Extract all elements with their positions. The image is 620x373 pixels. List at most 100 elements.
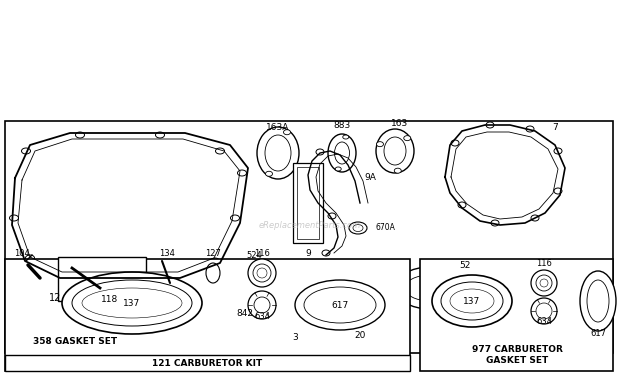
Circle shape [254, 297, 270, 313]
Ellipse shape [237, 170, 247, 176]
Ellipse shape [384, 137, 406, 165]
Text: 883: 883 [334, 120, 351, 129]
Ellipse shape [450, 289, 494, 313]
Text: 104: 104 [14, 249, 30, 258]
Bar [5, 259, 410, 371]
Text: 524: 524 [246, 251, 262, 260]
Circle shape [253, 264, 271, 282]
Circle shape [257, 268, 267, 278]
Text: 118: 118 [102, 295, 118, 304]
Ellipse shape [349, 222, 367, 234]
Circle shape [540, 279, 548, 287]
Text: 634: 634 [536, 317, 552, 326]
Ellipse shape [265, 135, 291, 171]
Ellipse shape [76, 272, 84, 278]
Ellipse shape [216, 148, 224, 154]
Ellipse shape [491, 220, 499, 226]
Bar [293, 163, 323, 243]
Circle shape [343, 308, 357, 322]
Ellipse shape [156, 132, 164, 138]
Ellipse shape [405, 275, 455, 301]
Bar [5, 121, 613, 353]
Circle shape [285, 305, 305, 325]
Circle shape [536, 275, 552, 291]
Text: 137: 137 [123, 298, 141, 307]
Ellipse shape [395, 267, 465, 309]
Polygon shape [100, 281, 114, 293]
Text: 3: 3 [292, 333, 298, 342]
Ellipse shape [72, 280, 192, 326]
Circle shape [271, 291, 319, 339]
Ellipse shape [385, 283, 399, 293]
Text: 358 GASKET SET: 358 GASKET SET [33, 338, 117, 347]
Text: 9: 9 [305, 248, 311, 257]
Ellipse shape [554, 188, 562, 194]
Text: 842: 842 [236, 308, 254, 317]
Ellipse shape [163, 283, 171, 295]
Ellipse shape [268, 264, 281, 272]
Ellipse shape [376, 142, 383, 147]
Circle shape [330, 295, 370, 335]
Text: 617: 617 [331, 301, 348, 310]
Ellipse shape [306, 187, 314, 193]
Circle shape [531, 270, 557, 296]
Ellipse shape [335, 142, 350, 164]
Ellipse shape [265, 171, 273, 176]
Ellipse shape [335, 167, 341, 171]
Circle shape [248, 259, 276, 287]
Text: 7: 7 [552, 123, 558, 132]
Circle shape [248, 291, 276, 319]
Ellipse shape [316, 149, 324, 155]
Ellipse shape [404, 136, 411, 141]
Bar [5, 355, 410, 371]
Ellipse shape [257, 127, 299, 179]
Ellipse shape [231, 215, 239, 221]
Ellipse shape [295, 280, 385, 330]
Ellipse shape [451, 140, 459, 146]
Text: 670A: 670A [375, 223, 395, 232]
Ellipse shape [304, 287, 376, 323]
Text: 52: 52 [459, 260, 471, 270]
Text: 977 CARBURETOR
GASKET SET: 977 CARBURETOR GASKET SET [472, 345, 562, 365]
Text: 163A: 163A [267, 123, 290, 132]
Text: 134: 134 [159, 249, 175, 258]
Ellipse shape [587, 280, 609, 322]
Ellipse shape [531, 215, 539, 221]
Ellipse shape [25, 255, 35, 261]
Ellipse shape [461, 283, 475, 293]
Text: 137: 137 [463, 297, 480, 305]
Ellipse shape [170, 272, 180, 278]
Ellipse shape [343, 135, 349, 139]
Ellipse shape [554, 148, 562, 154]
Ellipse shape [62, 272, 202, 334]
Ellipse shape [432, 275, 512, 327]
Ellipse shape [328, 213, 336, 219]
Ellipse shape [353, 225, 363, 232]
Bar [420, 259, 613, 371]
Circle shape [531, 298, 557, 324]
Ellipse shape [76, 132, 84, 138]
Ellipse shape [441, 282, 503, 320]
Text: 12: 12 [49, 293, 61, 303]
Text: 163: 163 [391, 119, 409, 129]
Ellipse shape [486, 122, 494, 128]
Ellipse shape [211, 258, 219, 264]
Bar [5, 331, 145, 353]
Ellipse shape [322, 250, 330, 256]
Ellipse shape [394, 168, 401, 173]
Text: 20: 20 [354, 332, 366, 341]
Bar [297, 167, 319, 239]
Text: 116: 116 [254, 249, 270, 258]
Ellipse shape [376, 129, 414, 173]
Ellipse shape [206, 263, 220, 283]
Text: eReplacementParts.com: eReplacementParts.com [259, 220, 361, 229]
Ellipse shape [283, 130, 291, 135]
Ellipse shape [580, 271, 616, 331]
Ellipse shape [22, 148, 30, 154]
Text: 121 CARBURETOR KIT: 121 CARBURETOR KIT [152, 358, 262, 367]
Ellipse shape [82, 288, 182, 318]
Text: 9A: 9A [364, 173, 376, 182]
Text: 617: 617 [590, 329, 606, 338]
Text: 116: 116 [536, 259, 552, 268]
Text: 127: 127 [205, 249, 221, 258]
